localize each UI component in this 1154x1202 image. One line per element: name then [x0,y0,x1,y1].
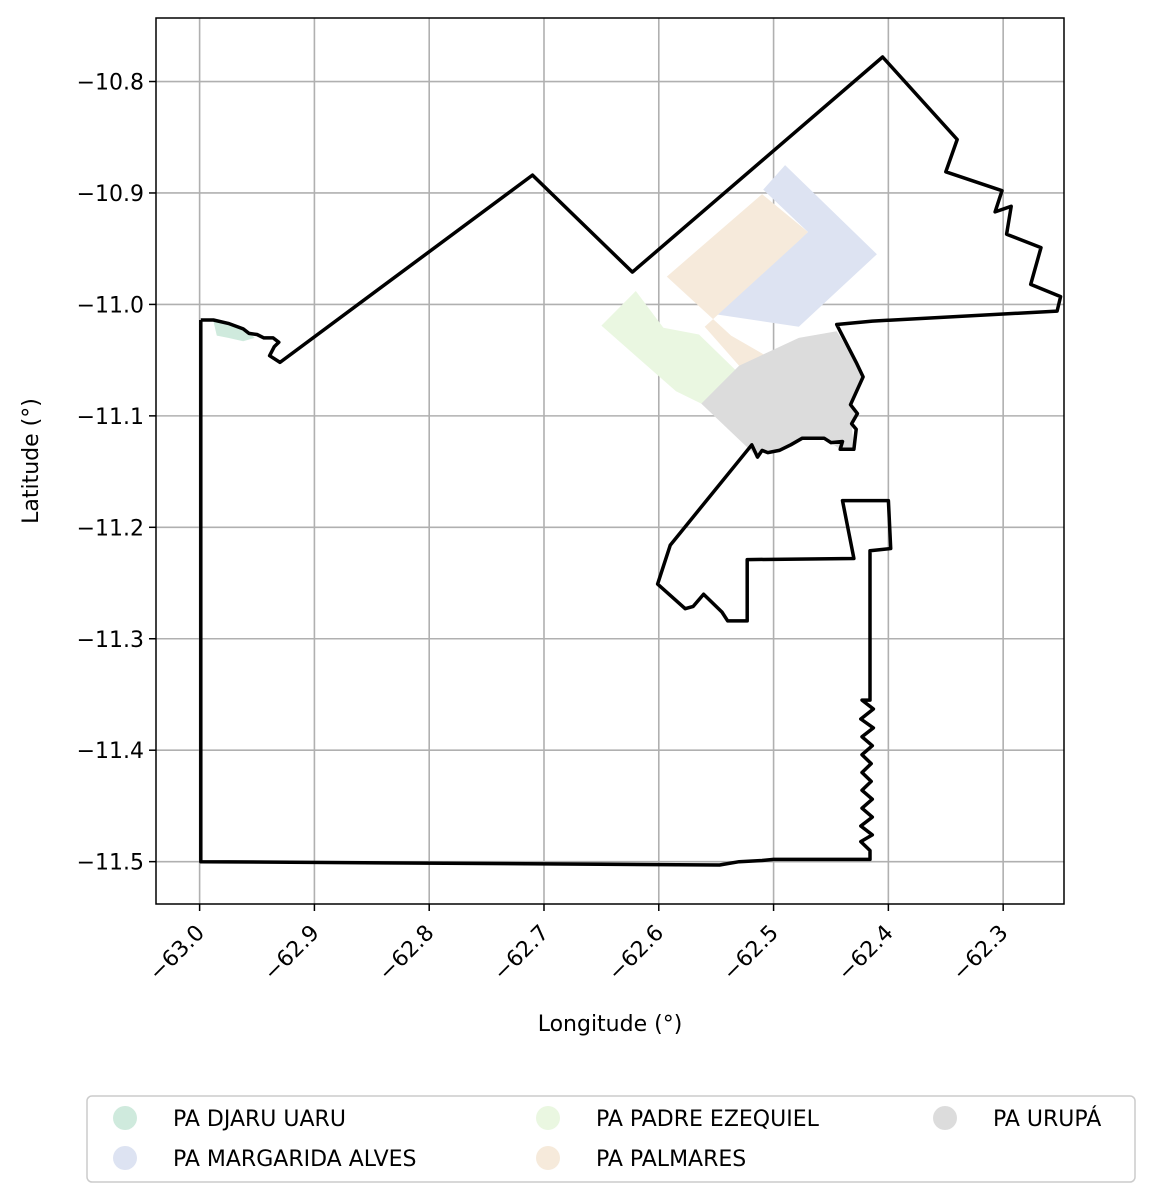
x-tick-label: −62.8 [374,921,439,986]
legend-frame [86,1095,1136,1183]
legend-label: PA URUPÁ [993,1106,1101,1132]
boundary-layer [199,55,1063,867]
legend-marker [536,1106,560,1130]
x-tick-label: −62.4 [833,921,898,986]
legend-label: PA PADRE EZEQUIEL [596,1107,820,1132]
x-tick-label: −62.5 [718,921,783,986]
polygon-layer [213,165,877,458]
y-tick-label: −10.9 [77,182,144,207]
y-axis-label: Latitude (°) [19,398,44,524]
x-tick-label: −62.6 [604,921,669,986]
legend-marker [933,1106,957,1130]
plot-frame [155,17,1065,905]
x-tick-label: −62.9 [259,921,324,986]
y-tick-label: −11.0 [77,293,144,318]
y-tick-label: −11.4 [77,739,144,764]
legend: PA DJARU UARU PA MARGARIDA ALVES PA PADRE … [86,1095,1136,1183]
polygon-pa-margarida-alves [716,165,877,327]
x-tick-label: −62.7 [489,921,554,986]
grid-lines [156,18,1064,904]
polygon-pa-palmares [666,194,808,366]
legend-marker [113,1146,137,1170]
legend-label: PA MARGARIDA ALVES [173,1147,417,1172]
legend-marker [536,1146,560,1170]
municipality-boundary [199,55,1063,867]
legend-label: PA PALMARES [596,1147,746,1172]
x-tick-label: −63.0 [145,921,210,986]
y-tick-label: −10.8 [77,71,144,96]
legend-marker [113,1106,137,1130]
x-tick-label: −62.3 [948,921,1013,986]
x-axis-ticks: −63.0 −62.9 −62.8 −62.7 −62.6 −62.5 −62.4 −62.3 [145,904,1013,986]
polygon-pa-padre-ezequiel [601,291,751,404]
y-tick-label: −11.2 [77,516,144,541]
y-tick-label: −11.5 [77,851,144,876]
polygon-pa-djaru-uaru [213,321,255,342]
x-axis-label: Longitude (°) [538,1012,683,1037]
y-axis-ticks: −10.8 −10.9 −11.0 −11.1 −11.2 −11.3 −11.4 −11.5 [77,71,156,876]
y-tick-label: −11.1 [77,405,144,430]
y-tick-label: −11.3 [77,628,144,653]
polygon-pa-urupa [701,331,864,458]
legend-label: PA DJARU UARU [173,1107,346,1132]
